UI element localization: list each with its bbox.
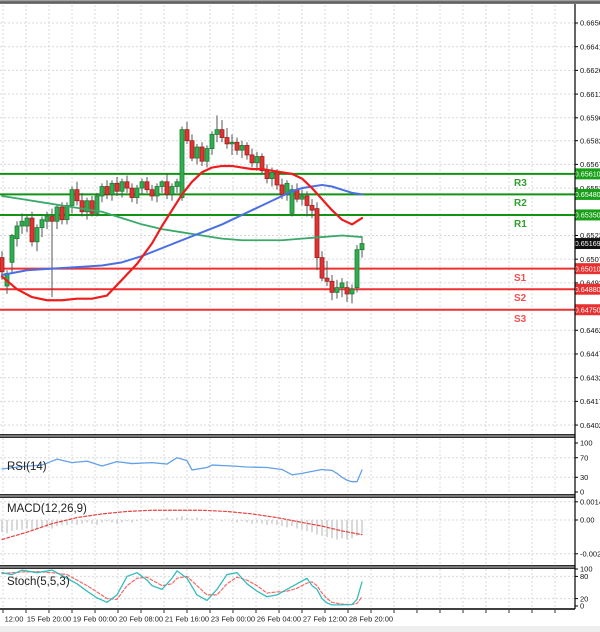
svg-text:26 Feb 04:00: 26 Feb 04:00 (257, 615, 301, 624)
svg-text:0.65820: 0.65820 (580, 136, 600, 145)
svg-text:0.64170: 0.64170 (580, 397, 600, 406)
svg-text:0.64320: 0.64320 (580, 373, 600, 382)
pivot-label-s2: S2 (514, 293, 527, 305)
svg-text:-0.002775: -0.002775 (580, 550, 600, 559)
svg-text:0: 0 (580, 488, 584, 497)
window-top-border (0, 0, 600, 4)
svg-text:23 Feb 00:00: 23 Feb 00:00 (211, 615, 255, 624)
svg-text:21 Feb 16:00: 21 Feb 16:00 (165, 615, 209, 624)
stoch-panel-label: Stoch(5,5,3) (7, 576, 70, 588)
pivot-label-s3: S3 (514, 313, 527, 325)
pivot-label-s1: S1 (514, 272, 527, 284)
svg-text:100: 100 (580, 565, 593, 574)
svg-text:0.66415: 0.66415 (580, 42, 600, 51)
svg-text:70: 70 (580, 453, 588, 462)
svg-text:0.64750: 0.64750 (575, 305, 600, 314)
pivot-label-r1: R1 (514, 218, 527, 230)
svg-text:0.001493: 0.001493 (580, 498, 600, 507)
pivot-label-r3: R3 (514, 177, 527, 189)
svg-text:28 Feb 20:00: 28 Feb 20:00 (349, 615, 393, 624)
pivot-label-r2: R2 (514, 198, 527, 210)
svg-text:0.65070: 0.65070 (580, 255, 600, 264)
svg-text:0.65520: 0.65520 (580, 184, 600, 193)
svg-text:0.00: 0.00 (580, 516, 595, 525)
svg-text:0.65350: 0.65350 (575, 211, 600, 220)
svg-text:80: 80 (580, 572, 588, 581)
svg-text:0.65169: 0.65169 (575, 239, 600, 248)
svg-text:0.65010: 0.65010 (575, 264, 600, 273)
rsi-panel-label: RSI(14) (7, 461, 47, 473)
svg-text:0.66565: 0.66565 (580, 19, 600, 28)
svg-text:15 Feb 20:00: 15 Feb 20:00 (27, 615, 71, 624)
svg-text:0: 0 (580, 602, 584, 611)
svg-text:0.64920: 0.64920 (580, 279, 600, 288)
svg-text:0.64880: 0.64880 (575, 285, 600, 294)
svg-text:0.65610: 0.65610 (575, 170, 600, 179)
macd-panel-label: MACD(12,26,9) (7, 503, 87, 515)
svg-text:19 Feb 00:00: 19 Feb 00:00 (73, 615, 117, 624)
svg-text:27 Feb 12:00: 27 Feb 12:00 (303, 615, 347, 624)
svg-text:0.64470: 0.64470 (580, 350, 600, 359)
svg-text:0.66115: 0.66115 (580, 90, 600, 99)
svg-text:0.66265: 0.66265 (580, 66, 600, 75)
svg-text:30: 30 (580, 473, 588, 482)
svg-text:0.65220: 0.65220 (580, 231, 600, 240)
svg-text:0.64020: 0.64020 (580, 421, 600, 430)
svg-text:100: 100 (580, 439, 593, 448)
svg-text:0.65965: 0.65965 (580, 113, 600, 122)
svg-text:0.65670: 0.65670 (580, 160, 600, 169)
svg-text:20 Feb 08:00: 20 Feb 08:00 (119, 615, 163, 624)
svg-text:0.64620: 0.64620 (580, 326, 600, 335)
svg-text:20: 20 (580, 594, 588, 603)
svg-text:12:00: 12:00 (5, 615, 24, 624)
svg-text:0.65480: 0.65480 (575, 190, 600, 199)
